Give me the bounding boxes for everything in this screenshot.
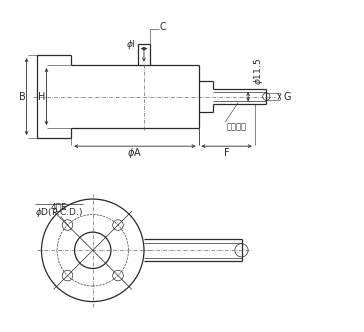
Text: $\phi$11.5: $\phi$11.5 (252, 58, 265, 85)
Text: H: H (39, 92, 46, 102)
Text: C: C (159, 23, 166, 33)
Text: $\phi$A: $\phi$A (127, 146, 142, 160)
Text: ケーブル: ケーブル (227, 123, 247, 131)
Text: B: B (19, 92, 26, 102)
Text: F: F (224, 148, 229, 158)
Text: $\phi$D(P.C.D.): $\phi$D(P.C.D.) (35, 207, 83, 219)
Text: $\phi$I: $\phi$I (126, 38, 136, 50)
Text: G: G (284, 92, 291, 102)
Text: 4－E: 4－E (51, 202, 67, 211)
